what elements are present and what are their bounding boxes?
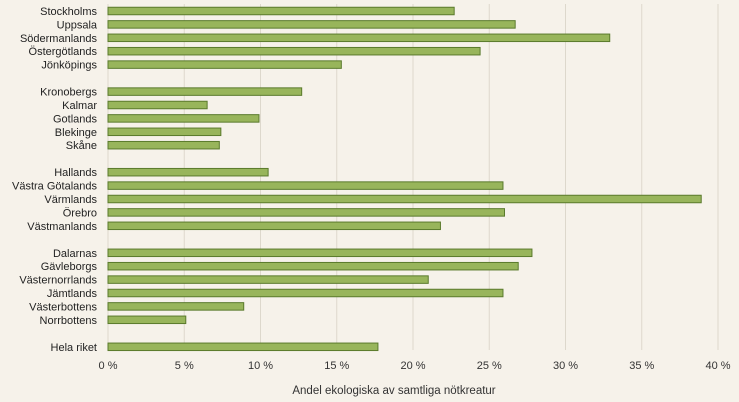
category-label: Västmanlands — [27, 221, 97, 233]
x-tick-label: 40 % — [705, 360, 730, 372]
bar — [107, 6, 455, 16]
x-tick-label: 30 % — [553, 360, 578, 372]
category-label: Kronobergs — [40, 87, 97, 99]
bar — [107, 315, 187, 325]
bar — [107, 167, 269, 177]
x-tick-label: 35 % — [629, 360, 654, 372]
bar — [107, 114, 260, 123]
grid — [107, 4, 719, 350]
category-label: Gävleborgs — [41, 261, 98, 273]
bar — [107, 140, 220, 150]
category-label: Gotlands — [53, 113, 98, 125]
category-label: Södermanlands — [20, 33, 98, 45]
bar — [107, 194, 702, 204]
category-label: Norrbottens — [40, 315, 98, 327]
bar — [107, 261, 519, 271]
x-axis-title: Andel ekologiska av samtliga nötkreatur — [292, 385, 495, 397]
x-tick-label: 5 % — [175, 360, 194, 372]
x-tick-label: 10 % — [248, 360, 273, 372]
category-label: Kalmar — [62, 100, 97, 112]
category-label: Stockholms — [40, 6, 97, 18]
bars — [107, 6, 702, 352]
bar — [107, 302, 245, 311]
x-tick-label: 15 % — [324, 360, 349, 372]
x-tick-label: 0 % — [99, 360, 118, 372]
category-label: Örebro — [63, 207, 97, 219]
category-label: Västernorrlands — [19, 275, 97, 287]
bar — [107, 87, 303, 96]
bar — [107, 221, 441, 231]
category-label: Hela riket — [51, 342, 97, 354]
bar — [107, 60, 342, 69]
bar — [107, 208, 505, 217]
bar — [107, 46, 481, 56]
category-label: Jämtlands — [47, 288, 98, 300]
x-tick-label: 20 % — [400, 360, 425, 372]
bar — [107, 100, 208, 110]
category-label: Västra Götalands — [12, 181, 97, 193]
bar — [107, 33, 611, 43]
bar — [107, 20, 516, 29]
category-label: Blekinge — [55, 127, 97, 139]
x-tick-label: 25 % — [477, 360, 502, 372]
category-label: Dalarnas — [53, 248, 98, 260]
bar — [107, 288, 504, 298]
category-label: Uppsala — [57, 19, 98, 31]
category-label: Skåne — [66, 140, 97, 152]
category-label: Östergötlands — [29, 46, 98, 58]
x-axis-ticks: 0 % 5 % 10 % 15 % 20 % 25 % 30 % 35 % 40 % — [99, 360, 731, 372]
category-label: Jönköpings — [41, 60, 97, 72]
bar — [107, 342, 379, 352]
bar — [107, 181, 504, 190]
bar — [107, 127, 222, 137]
bar — [107, 248, 533, 258]
category-label: Västerbottens — [29, 301, 97, 313]
category-label: Hallands — [54, 167, 97, 179]
category-label: Värmlands — [44, 194, 97, 206]
bar — [107, 275, 429, 284]
